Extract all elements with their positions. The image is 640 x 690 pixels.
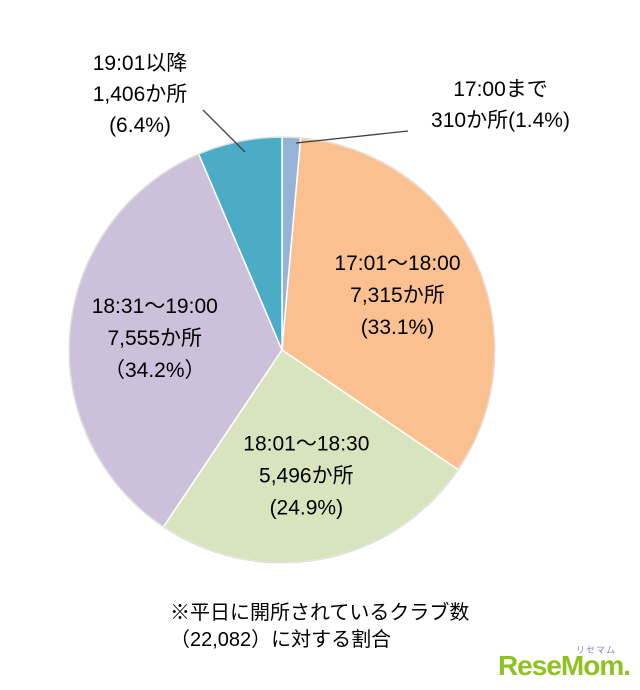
label-1901-later-line1: 19:01以降 [92,52,188,75]
footnote: ※平日に開所されているクラブ数 （22,082）に対する割合 [170,600,469,654]
pie-slice-label-4: 18:31〜19:00 7,555か所（34.2%） [92,295,218,382]
pie-slice-label-2: 17:01〜18:00 7,315か所(33.1%) [334,252,460,339]
label-until-1700-line2: 310か所(1.4%) [431,109,570,132]
leader-line-2 [295,130,409,144]
pie-outline [68,136,496,564]
footnote-line2: （22,082）に対する割合 [170,629,392,651]
resemom-logo: リセマム ReseMom. [497,645,631,682]
label-1901-later: 19:01以降 1,406か所 (6.4%) [40,48,240,141]
label-until-1700: 17:00まで 310か所(1.4%) [398,74,603,136]
resemom-wordmark: ReseMom. [497,650,631,681]
label-until-1700-line1: 17:00まで [453,78,548,101]
pie-slice-label-3: 18:01〜18:30 5,496か所(24.9%) [243,432,369,519]
footnote-line1: ※平日に開所されているクラブ数 [170,602,470,624]
label-1901-later-line2: 1,406か所 [92,83,188,106]
leader-line-1 [202,109,246,153]
label-1901-later-line3: (6.4%) [109,114,171,137]
resemom-ruby-text: リセマム [575,645,616,655]
pie-chart: 17:01〜18:00 7,315か所(33.1%) 18:01〜18:30 5,49… [68,109,496,564]
